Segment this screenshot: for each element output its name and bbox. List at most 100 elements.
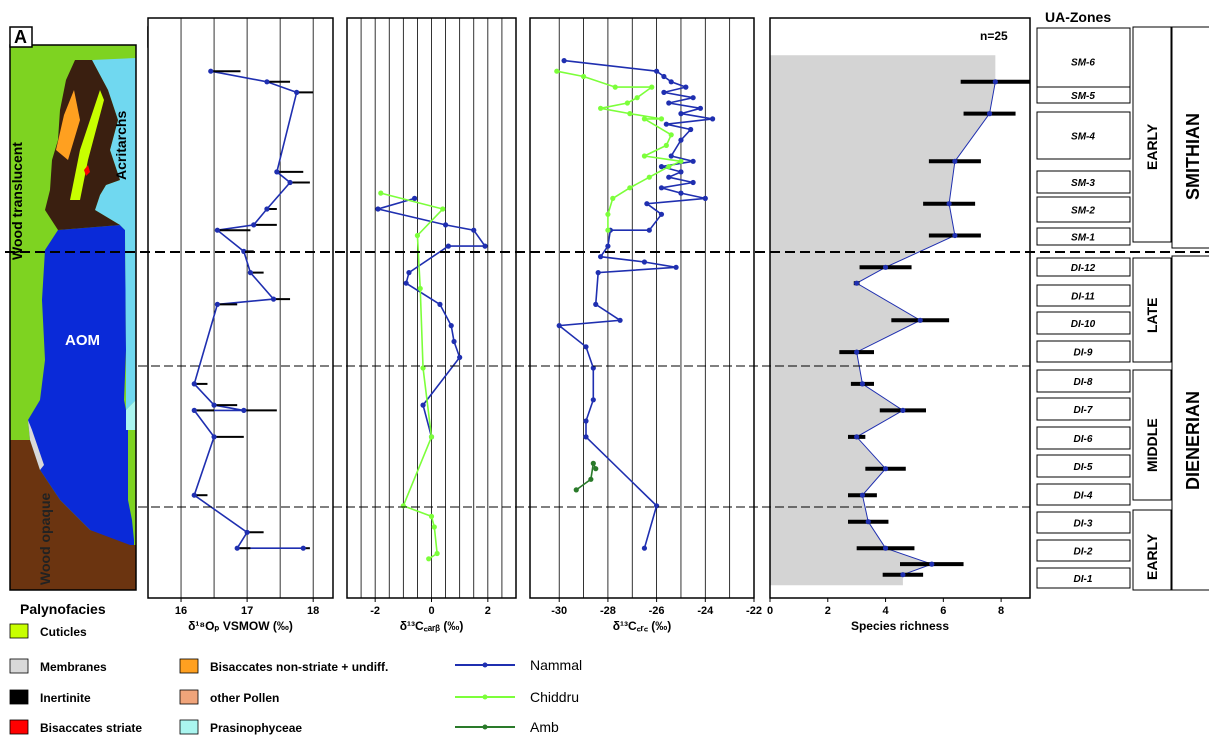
panel-d-chiddru-point-19 [605, 227, 611, 233]
panel-d-nammal-point-38 [583, 418, 589, 424]
substage-late: LATE [1144, 297, 1160, 333]
panel-c-nammal-point-0 [412, 195, 418, 201]
panel-d-chiddru-point-14 [666, 164, 672, 170]
panel-c-tick-label-0: -2 [370, 605, 380, 617]
panel-d-nammal-point-31 [595, 270, 601, 276]
panel-e-species-point-13 [859, 492, 866, 498]
legend-label-other-pollen: other Pollen [210, 691, 279, 705]
panel-c-nammal-point-7 [403, 280, 409, 286]
panel-b-nammal-point-12 [191, 381, 197, 387]
legend-marker-nammal [482, 662, 488, 668]
zone-label-sm-3: SM-3 [1071, 178, 1095, 189]
zone-box-di-7 [1036, 397, 1131, 421]
legend-label-chiddru: Chiddru [530, 689, 579, 705]
panel-d-chiddru-point-10 [668, 132, 674, 138]
substage-box-early-dienerian [1132, 509, 1172, 591]
wood-translucent-label: Wood translucent [9, 142, 25, 260]
panel-d-amb-point-2 [588, 476, 594, 482]
panel-d-chiddru-point-0 [554, 68, 560, 74]
panel-a-frame [9, 44, 137, 591]
membranes-band [28, 420, 44, 470]
aom-label: AOM [65, 332, 100, 349]
panel-d-amb-point-3 [573, 487, 579, 493]
stage-box-smithian [1171, 26, 1209, 249]
legend-swatch-bisaccates-striate [9, 719, 29, 735]
panel-b-nammal-point-0 [208, 68, 214, 74]
stage-dienerian: DIENERIAN [1183, 391, 1203, 490]
panel-d-tick-label-4: -22 [746, 605, 762, 617]
zone-box-di-12 [1036, 257, 1131, 277]
panel-d-tick-label-2: -26 [649, 605, 665, 617]
panel-b-tick-label-2: 18 [307, 605, 319, 617]
panel-d-nammal-point-34 [556, 323, 562, 329]
panel-d-nammal-point-25 [646, 227, 652, 233]
zone-box-di-4 [1036, 483, 1131, 506]
panel-d-tick-label-0: -30 [551, 605, 567, 617]
panel-b-nammal-point-4 [287, 179, 293, 186]
zone-label-di-1: DI-1 [1074, 574, 1093, 585]
panel-d-chiddru-point-7 [627, 111, 633, 117]
panel-e-tick-label-3: 6 [940, 605, 946, 617]
panel-c-chiddru-point-0 [378, 190, 384, 196]
zone-box-di-8 [1036, 369, 1131, 393]
panel-e-species-point-17 [900, 572, 906, 578]
panel-d-nammal-point-41 [641, 545, 648, 551]
panel-d-nammal-point-1 [654, 68, 660, 74]
legend-marker-chiddru [482, 694, 488, 700]
panel-e-tick-label-0: 0 [767, 605, 773, 617]
panel-c-nammal-point-9 [448, 323, 454, 329]
panel-b-nammal-point-1 [264, 79, 270, 85]
legend-title: Palynofacies [20, 601, 106, 617]
panel-d-nammal-point-8 [697, 105, 704, 111]
panel-d-chiddru-point-9 [641, 116, 648, 122]
wood-opaque-area [10, 440, 136, 590]
panel-c-nammal-point-12 [420, 402, 426, 408]
panel-d-tick-label-3: -24 [697, 605, 714, 617]
prasinophyceae-area [126, 400, 136, 430]
panel-c-chiddru-point-8 [431, 524, 437, 530]
panel-d-nammal-point-19 [690, 179, 696, 186]
panel-b-nammal-point-3 [274, 169, 280, 175]
panel-c-chiddru-point-5 [428, 434, 435, 440]
panel-c-chiddru-point-7 [428, 513, 435, 520]
panel-d-chiddru-point-3 [649, 84, 655, 90]
legend-swatch-inertinite [9, 689, 29, 705]
panel-d-chiddru-point-6 [598, 105, 604, 111]
aom-area [28, 225, 134, 545]
legend-swatch-bisaccates-nonstriate [179, 658, 199, 674]
panel-e-species-point-12 [882, 466, 889, 472]
ua-zones-column: UA-Zones SM-6 SM-5 SM-4 SM-3 SM-2 SM-1 DI-12 DI… [1036, 9, 1209, 591]
stage-smithian: SMITHIAN [1183, 113, 1203, 200]
panel-d-chiddru-point-5 [624, 100, 630, 106]
zone-label-di-4: DI-4 [1074, 491, 1093, 502]
panel-b-nammal-point-18 [244, 529, 250, 535]
panel-d-nammal-point-12 [688, 126, 694, 133]
legend-label-membranes: Membranes [40, 660, 107, 674]
panel-d-nammal-point-0 [561, 58, 567, 64]
panel-c-chiddru-point-2 [414, 232, 421, 239]
panel-d-chiddru-point-11 [663, 142, 669, 148]
panel-d-nammal-point-37 [590, 397, 596, 403]
panel-d-nammal-point-18 [666, 174, 672, 180]
zone-label-sm-1: SM-1 [1071, 233, 1095, 244]
panel-c-xlabel: δ¹³C꜀ₐᵣᵦ (‰) [400, 619, 464, 633]
panel-d-background [530, 18, 754, 598]
zone-box-di-2 [1036, 539, 1131, 562]
panel-d-nammal-point-10 [710, 116, 716, 122]
panel-b-nammal-point-15 [191, 407, 197, 413]
panel-d-chiddru-point-1 [580, 73, 587, 80]
panel-b-nammal-point-20 [300, 545, 306, 551]
panel-c-nammal-point-5 [445, 243, 451, 249]
panel-b-tick-label-1: 17 [241, 605, 253, 617]
panel-c-chiddru-point-10 [426, 556, 432, 562]
panel-d-nammal-point-14 [668, 153, 674, 159]
zone-label-di-5: DI-5 [1074, 462, 1093, 473]
panel-c-nammal-point-3 [471, 227, 477, 233]
panel-d-nammal-point-5 [661, 89, 667, 95]
legend-label-nammal: Nammal [530, 657, 582, 673]
panel-d-nammal-point-9 [678, 111, 684, 117]
boundary-lines [5, 251, 1209, 508]
panel-d-nammal-point-16 [658, 164, 665, 170]
panel-d-amb-point-0 [593, 466, 599, 472]
panel-d-nammal-point-32 [593, 301, 599, 307]
